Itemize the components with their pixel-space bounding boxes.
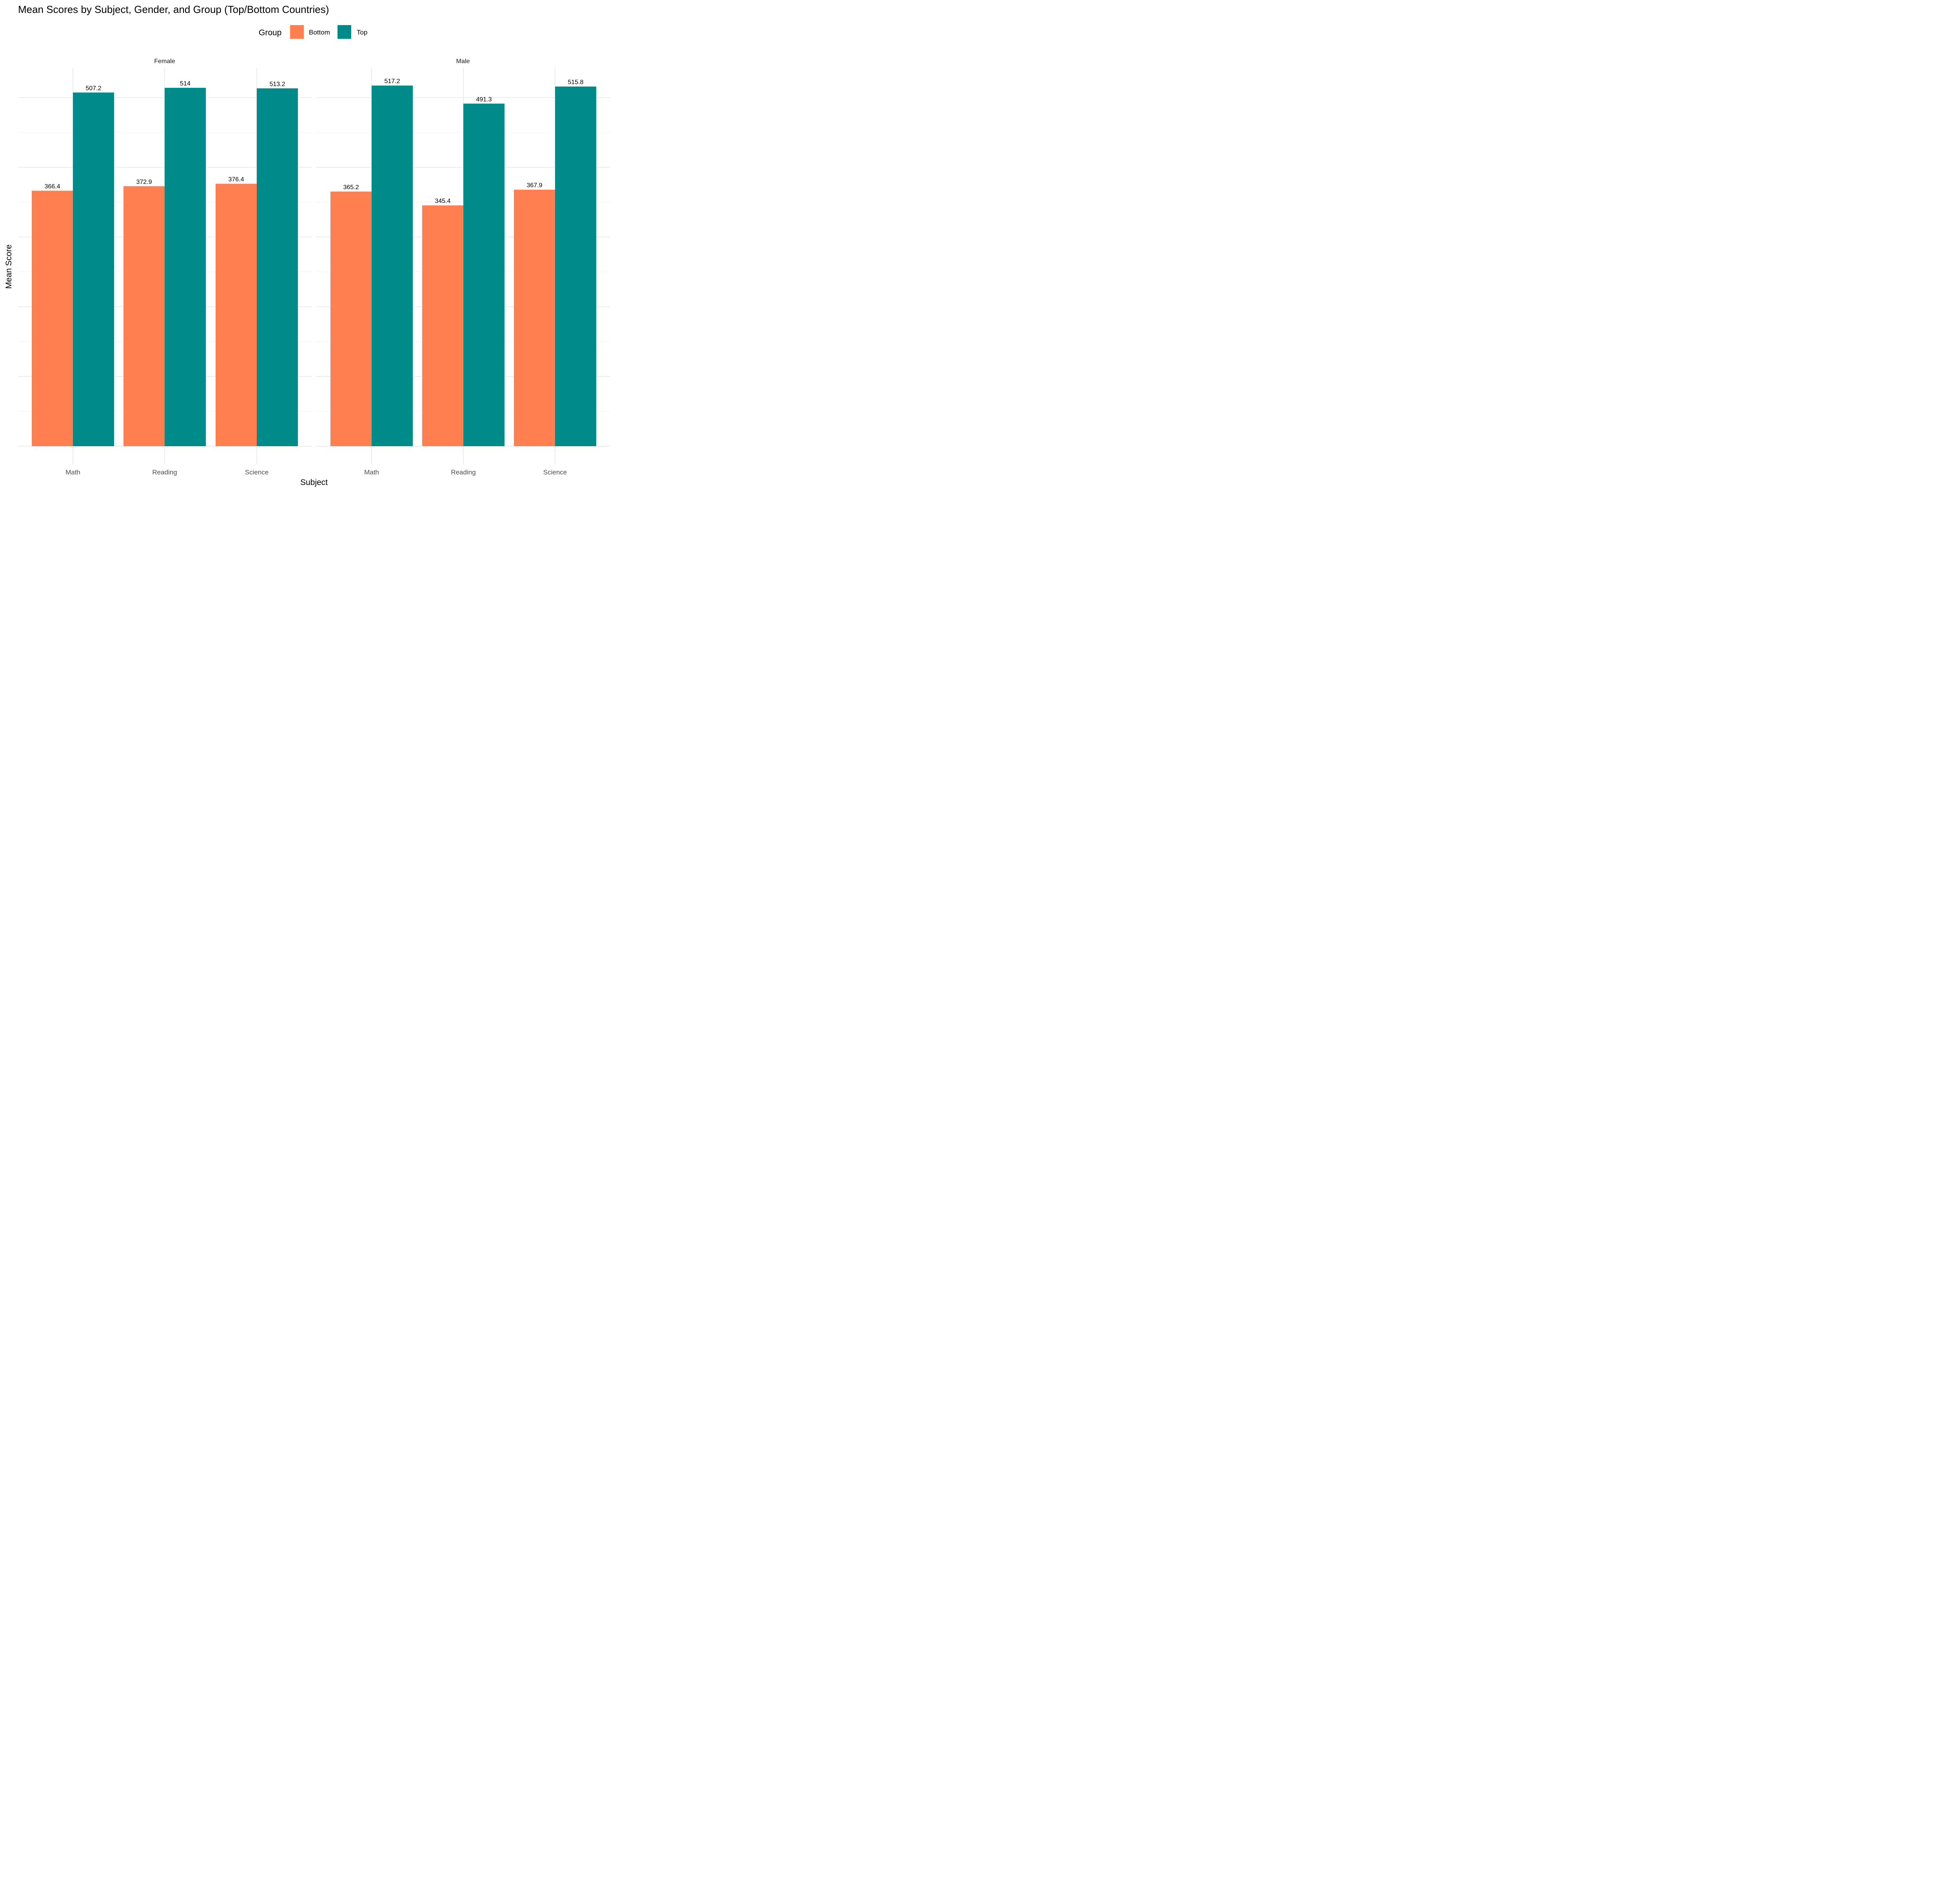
bars-female (32, 87, 298, 447)
data-label: 367.9 (526, 182, 542, 189)
bar-male-reading-top (463, 104, 505, 446)
legend-title: Group (259, 28, 281, 37)
y-axis-title: Mean Score (4, 244, 13, 289)
data-label: 517.2 (384, 78, 400, 85)
data-label: 515.8 (568, 79, 583, 86)
x-tick-label: Reading (451, 469, 475, 476)
data-label: 345.4 (435, 198, 450, 205)
legend: Group Bottom Top (259, 25, 367, 39)
data-label: 514 (180, 80, 191, 87)
x-tick-label: Reading (152, 469, 177, 476)
x-tick-label: Math (364, 469, 379, 476)
data-label: 507.2 (85, 85, 101, 92)
legend-label-bottom: Bottom (309, 29, 330, 36)
bars-male (330, 85, 596, 446)
data-labels-male: 365.2 517.2 345.4 491.3 367.9 515.8 (343, 78, 583, 205)
legend-key-bottom (290, 25, 304, 39)
bar-female-science-top (257, 88, 298, 446)
x-axis-title: Subject (300, 478, 328, 487)
x-tick-labels-male: Math Reading Science (364, 469, 567, 476)
data-label: 372.9 (136, 179, 152, 185)
facet-panel-female: Female 366.4 507.2 372.9 514 376.4 513.2 Math… (18, 58, 312, 476)
bar-female-science-bottom (216, 183, 257, 446)
data-label: 513.2 (269, 81, 285, 87)
x-tick-label: Science (543, 469, 567, 476)
chart: Mean Scores by Subject, Gender, and Grou… (4, 4, 610, 487)
facet-panel-male: Male 365.2 517.2 345.4 491.3 367.9 515.8 Math… (316, 58, 610, 476)
chart-title: Mean Scores by Subject, Gender, and Grou… (18, 4, 329, 15)
x-tick-labels-female: Math Reading Science (65, 469, 269, 476)
data-label: 491.3 (476, 96, 492, 103)
data-labels-female: 366.4 507.2 372.9 514 376.4 513.2 (44, 80, 285, 190)
bar-female-math-bottom (32, 191, 73, 446)
data-label: 365.2 (343, 184, 359, 191)
bar-male-math-bottom (330, 191, 372, 446)
bar-male-reading-bottom (422, 205, 463, 446)
bar-male-science-bottom (514, 189, 555, 446)
bar-male-science-top (555, 86, 596, 446)
bar-female-reading-top (165, 87, 206, 446)
x-tick-label: Math (65, 469, 80, 476)
data-label: 366.4 (44, 183, 60, 190)
x-tick-label: Science (245, 469, 269, 476)
data-label: 376.4 (228, 176, 244, 183)
bar-male-math-top (372, 85, 413, 446)
facet-strip-female: Female (154, 58, 175, 65)
legend-key-top (338, 25, 351, 39)
legend-label-top: Top (357, 29, 367, 36)
bar-female-math-top (73, 92, 114, 447)
facet-strip-male: Male (456, 58, 470, 65)
bar-female-reading-bottom (123, 186, 165, 447)
